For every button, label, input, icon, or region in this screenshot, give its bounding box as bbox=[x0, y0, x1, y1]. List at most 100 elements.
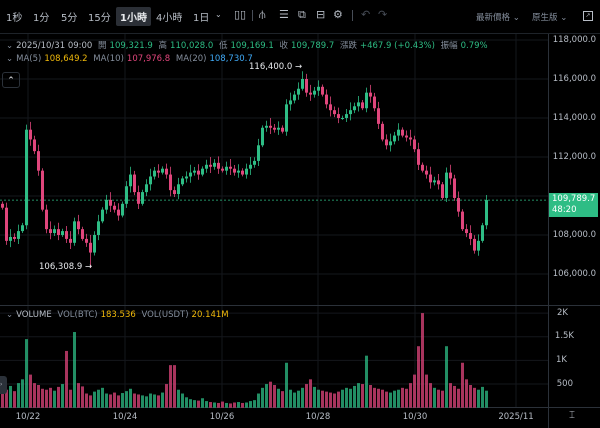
legend-datetime: 2025/10/31 09:00 bbox=[16, 41, 93, 51]
volume-bar bbox=[77, 383, 80, 408]
drawing-icon[interactable]: ⧉ bbox=[298, 8, 306, 21]
volume-bar bbox=[165, 384, 168, 408]
volume-bar bbox=[237, 402, 240, 408]
interval-1s[interactable]: 1秒 bbox=[6, 13, 23, 24]
candle-body bbox=[245, 168, 248, 175]
candle-body bbox=[189, 172, 192, 177]
candle-body bbox=[45, 209, 48, 230]
candle-body bbox=[265, 125, 268, 128]
price-type-select[interactable]: 最新價格 ⌄ bbox=[476, 13, 520, 23]
volume-bar bbox=[49, 387, 52, 408]
candle-body bbox=[193, 170, 196, 173]
version-select[interactable]: 原生版 ⌄ bbox=[532, 13, 568, 23]
interval-4h[interactable]: 4小時 bbox=[156, 13, 183, 24]
ma20-label: MA(20) bbox=[175, 54, 207, 64]
high-label: 高 bbox=[158, 41, 168, 51]
volume-bar bbox=[209, 402, 212, 408]
candle-body bbox=[165, 168, 168, 175]
fullscreen-icon[interactable]: ↗ bbox=[583, 11, 593, 21]
high-value: 110,028.0 bbox=[170, 41, 214, 51]
candle-body bbox=[433, 180, 436, 183]
candle-body bbox=[41, 170, 44, 210]
volume-bar bbox=[157, 395, 160, 408]
volume-bar bbox=[261, 387, 264, 408]
interval-15m[interactable]: 15分 bbox=[88, 13, 111, 24]
volume-bar bbox=[241, 402, 244, 408]
volume-bar bbox=[313, 386, 316, 408]
collapse-chevron-icon[interactable]: ⌄ bbox=[6, 310, 14, 320]
volume-bar bbox=[137, 394, 140, 408]
date-tick: 10/26 bbox=[209, 412, 235, 422]
expand-panel-handle[interactable]: › bbox=[0, 376, 7, 394]
volume-tick: 2K bbox=[557, 308, 568, 318]
volume-bar bbox=[53, 390, 56, 408]
volume-bar bbox=[393, 390, 396, 408]
vol-usdt-label: VOL(USDT) bbox=[141, 310, 189, 320]
volume-bar bbox=[229, 403, 232, 408]
volume-bar bbox=[9, 385, 12, 408]
redo-icon[interactable]: ↷ bbox=[378, 8, 388, 21]
list-icon[interactable]: ☰ bbox=[279, 8, 289, 21]
axis-scale-handle-icon[interactable]: ⌶ bbox=[569, 410, 575, 421]
interval-1h[interactable]: 1小時 bbox=[116, 7, 151, 26]
interval-5m[interactable]: 5分 bbox=[61, 13, 78, 24]
volume-bar bbox=[409, 383, 412, 408]
interval-1d[interactable]: 1日 bbox=[193, 13, 210, 24]
volume-bar bbox=[1, 387, 4, 408]
candle-body bbox=[417, 149, 420, 165]
collapse-chevron-icon[interactable]: ⌄ bbox=[6, 54, 14, 64]
volume-bar bbox=[85, 393, 88, 408]
candle-body bbox=[457, 197, 460, 212]
price-tick: 108,000.0 bbox=[552, 230, 596, 240]
volume-bar bbox=[377, 388, 380, 408]
volume-bar bbox=[169, 365, 172, 408]
candle-body bbox=[257, 145, 260, 161]
volume-bar bbox=[429, 383, 432, 408]
candle-body bbox=[441, 184, 444, 198]
candle-body bbox=[261, 127, 264, 146]
volume-bar bbox=[453, 385, 456, 408]
settings-icon[interactable]: ⚙ bbox=[333, 8, 343, 21]
candle-body bbox=[437, 180, 440, 185]
candle-body bbox=[461, 211, 464, 230]
low-value: 109,169.1 bbox=[230, 41, 274, 51]
candle-body bbox=[453, 178, 456, 198]
candle-body bbox=[53, 229, 56, 234]
candle-body bbox=[413, 139, 416, 150]
undo-icon[interactable]: ↶ bbox=[361, 8, 371, 21]
date-tick: 10/28 bbox=[305, 412, 331, 422]
candle-body bbox=[377, 108, 380, 124]
volume-bar bbox=[437, 389, 440, 408]
volume-bar bbox=[69, 389, 72, 408]
candle-body bbox=[133, 174, 136, 193]
candle-body bbox=[121, 203, 124, 216]
collapse-chevron-icon[interactable]: ⌄ bbox=[6, 41, 14, 51]
volume-bar bbox=[105, 393, 108, 408]
candle-body bbox=[381, 123, 384, 140]
volume-bar bbox=[153, 394, 156, 408]
volume-bar bbox=[141, 395, 144, 408]
candle-body bbox=[173, 190, 176, 195]
candle-type-icon[interactable]: ▯▯ bbox=[234, 8, 247, 21]
toolbar-divider bbox=[0, 33, 600, 34]
volume-bar bbox=[441, 390, 444, 408]
indicators-icon[interactable]: ⫛ bbox=[259, 8, 266, 21]
candle-body bbox=[293, 94, 296, 101]
collapse-legend-button[interactable]: ⌃ bbox=[2, 72, 20, 88]
volume-bar bbox=[357, 383, 360, 408]
interval-1m[interactable]: 1分 bbox=[33, 13, 50, 24]
candle-body bbox=[469, 233, 472, 239]
chevron-down-icon[interactable]: ⌄ bbox=[215, 10, 222, 19]
candle-body bbox=[485, 200, 488, 226]
volume-bar bbox=[133, 393, 136, 408]
candle-body bbox=[109, 199, 112, 206]
volume-bar bbox=[273, 384, 276, 408]
candle-body bbox=[81, 229, 84, 239]
version-label: 原生版 bbox=[532, 13, 558, 23]
volume-bar bbox=[249, 401, 252, 408]
volume-bar bbox=[341, 389, 344, 408]
volume-bar bbox=[65, 350, 68, 408]
candle-body bbox=[85, 238, 88, 243]
template-icon[interactable]: ⊟ bbox=[316, 8, 326, 21]
